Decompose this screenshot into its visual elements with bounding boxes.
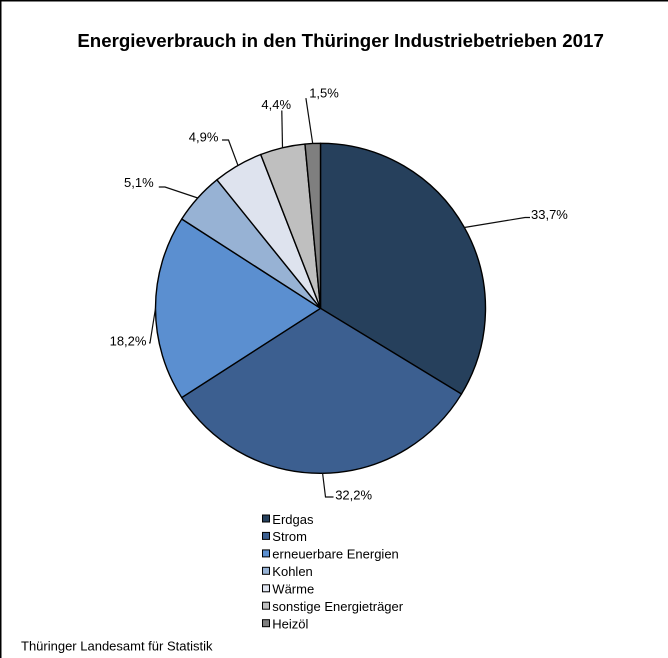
svg-text:5,1%: 5,1% bbox=[124, 175, 154, 190]
svg-text:1,5%: 1,5% bbox=[309, 85, 339, 100]
svg-text:Kohlen: Kohlen bbox=[272, 564, 312, 579]
svg-text:33,7%: 33,7% bbox=[531, 207, 568, 222]
svg-text:erneuerbare Energien: erneuerbare Energien bbox=[272, 547, 398, 562]
svg-text:18,2%: 18,2% bbox=[110, 333, 147, 348]
svg-text:Energieverbrauch in den Thürin: Energieverbrauch in den Thüringer Indust… bbox=[77, 30, 604, 51]
svg-text:4,4%: 4,4% bbox=[261, 97, 291, 112]
svg-text:Heizöl: Heizöl bbox=[272, 616, 308, 631]
svg-text:Strom: Strom bbox=[272, 529, 307, 544]
svg-text:sonstige Energieträger: sonstige Energieträger bbox=[272, 599, 403, 614]
svg-text:4,9%: 4,9% bbox=[189, 130, 219, 145]
svg-text:Thüringer Landesamt für Statis: Thüringer Landesamt für Statistik bbox=[21, 638, 213, 653]
svg-text:32,2%: 32,2% bbox=[335, 487, 372, 502]
svg-text:Erdgas: Erdgas bbox=[272, 512, 314, 527]
svg-text:Wärme: Wärme bbox=[272, 582, 314, 597]
